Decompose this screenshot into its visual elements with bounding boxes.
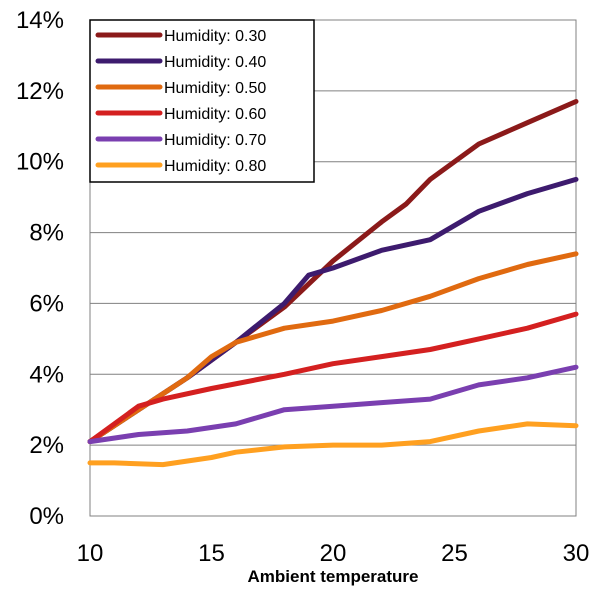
legend-label: Humidity: 0.30 — [164, 28, 266, 45]
legend-label: Humidity: 0.50 — [164, 80, 266, 97]
legend-label: Humidity: 0.70 — [164, 132, 266, 149]
legend: Humidity: 0.30 Humidity: 0.40 Humidity: 0.… — [89, 19, 315, 183]
series-line — [87, 251, 579, 445]
x-tick-label: 20 — [320, 540, 347, 567]
series-lines — [87, 99, 579, 468]
x-axis-title: Ambient temperature — [248, 567, 419, 586]
y-tick-label: 4% — [29, 361, 64, 388]
y-tick-label: 12% — [16, 78, 64, 105]
x-tick-label: 25 — [441, 540, 468, 567]
series-line — [87, 364, 579, 445]
legend-label: Humidity: 0.40 — [164, 54, 266, 71]
series-line — [87, 421, 579, 468]
y-tick-label: 2% — [29, 432, 64, 459]
x-axis-tick-labels: 10 15 20 25 30 — [77, 540, 590, 567]
series-line — [87, 311, 579, 445]
legend-label: Humidity: 0.80 — [164, 158, 266, 175]
y-tick-label: 6% — [29, 290, 64, 317]
x-tick-label: 30 — [563, 540, 590, 567]
y-tick-label: 0% — [29, 503, 64, 530]
legend-box — [89, 19, 315, 183]
y-tick-label: 10% — [16, 149, 64, 176]
plot-area — [89, 19, 577, 517]
y-axis-tick-labels: 0% 2% 4% 6% 8% 10% 12% 14% — [16, 7, 64, 530]
x-tick-label: 15 — [198, 540, 225, 567]
x-tick-label: 10 — [77, 540, 104, 567]
series-line — [87, 176, 579, 445]
y-tick-label: 8% — [29, 220, 64, 247]
legend-label: Humidity: 0.60 — [164, 106, 266, 123]
y-tick-label: 14% — [16, 7, 64, 34]
